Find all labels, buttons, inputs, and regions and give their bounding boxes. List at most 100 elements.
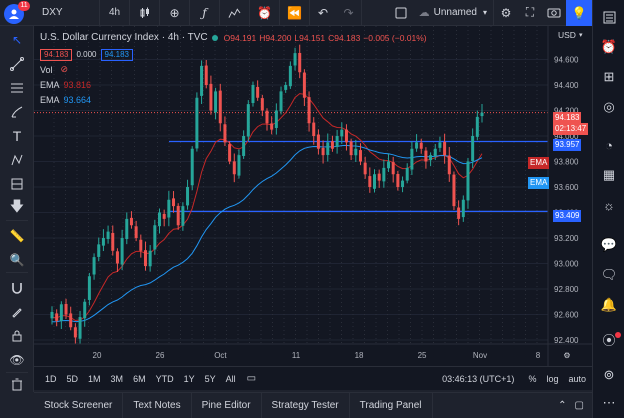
cloud-icon: ☁ <box>418 7 430 19</box>
chats-button[interactable]: 💬 <box>593 234 624 256</box>
range-1y[interactable]: 1Y <box>183 373 195 384</box>
calendar-button[interactable]: ◔ <box>593 134 624 156</box>
range-5y[interactable]: 5Y <box>204 373 216 384</box>
ohlc-close: C94.183 <box>328 32 361 43</box>
axis-settings-button[interactable]: ⚙ <box>552 349 582 361</box>
panel-tab-stock-screener[interactable]: Stock Screener <box>34 392 124 418</box>
user-menu[interactable]: 11 <box>0 0 34 26</box>
notifications-button[interactable]: 🔔 <box>593 294 624 316</box>
snapshot-button[interactable] <box>542 0 566 26</box>
replay-button[interactable]: ⏪ <box>280 0 310 26</box>
range-all[interactable]: All <box>225 373 236 384</box>
undo-icon: ↶ <box>317 5 329 20</box>
ema-fast-value: 93.816 <box>63 79 92 90</box>
data-window-button[interactable]: ⊞ <box>593 66 624 88</box>
ideas-button[interactable]: ☼ <box>593 194 624 216</box>
watchlist-button[interactable] <box>593 6 624 28</box>
interval-button[interactable]: 4h <box>100 0 130 26</box>
currency-select[interactable]: USD ▾ <box>558 28 582 42</box>
redo-button[interactable]: ↷ <box>336 0 362 26</box>
list-icon <box>603 11 615 23</box>
candle-body <box>260 98 264 111</box>
candle-body <box>321 147 325 156</box>
price-axis[interactable]: 94.600 94.400 94.200 94.000 93.800 93.600 93.4… <box>547 26 592 366</box>
range-ytd[interactable]: YTD <box>155 373 174 384</box>
alert-button[interactable]: ⏰ <box>250 0 280 26</box>
streams-button[interactable]: 🗨 <box>593 264 624 286</box>
layout-name-button[interactable]: ☁ Unnamed ▾ <box>413 0 494 26</box>
candle-body <box>246 104 250 137</box>
measure-tool[interactable]: 📏 <box>0 226 34 246</box>
auto-toggle[interactable]: auto <box>568 373 586 384</box>
panel-tab-strategy-tester[interactable]: Strategy Tester <box>262 392 350 418</box>
ema-slow-label[interactable]: EMA <box>40 94 60 105</box>
range-3m[interactable]: 3M <box>110 373 124 384</box>
zoom-in-icon: 🔍 <box>9 253 25 267</box>
fib-tool[interactable] <box>0 78 34 98</box>
stay-drawing-tool[interactable] <box>0 302 34 322</box>
brush-tool[interactable] <box>0 102 34 122</box>
data-window-icon: ⊞ <box>603 69 615 84</box>
range-1m[interactable]: 1M <box>88 373 101 384</box>
lock-drawings-tool[interactable] <box>0 326 34 346</box>
horizontal-lines[interactable] <box>34 112 548 212</box>
buy-price[interactable]: 94.183 <box>100 48 133 61</box>
volume-label[interactable]: Vol <box>40 64 53 75</box>
percent-toggle[interactable]: % <box>528 373 537 384</box>
live-button[interactable]: ⦿ <box>593 328 624 350</box>
panel-tab-trading-panel[interactable]: Trading Panel <box>350 392 433 418</box>
settings-button[interactable]: ⚙ <box>494 0 518 26</box>
templates-button[interactable] <box>220 0 250 26</box>
pattern-tool[interactable] <box>0 150 34 170</box>
alerts-button[interactable]: ⏰ <box>593 36 624 58</box>
candle-body <box>129 217 133 226</box>
panel-tab-text-notes[interactable]: Text Notes <box>123 392 192 418</box>
prediction-tool[interactable] <box>0 174 34 194</box>
range-1d[interactable]: 1D <box>45 373 57 384</box>
pie-chart-icon: ◔ <box>605 137 613 153</box>
indicators-button[interactable]: ƒ <box>190 0 220 26</box>
level-low-label: 93.409 <box>553 210 582 222</box>
time-axis[interactable]: 20 26 Oct 11 18 25 Nov 8 <box>34 343 592 360</box>
lock-icon <box>12 330 22 342</box>
magnet-tool[interactable] <box>0 278 34 298</box>
candle-body <box>466 161 470 201</box>
text-tool[interactable]: T <box>0 126 34 146</box>
candle-body <box>101 238 105 246</box>
remove-drawings-button[interactable] <box>0 374 34 394</box>
pin-tool[interactable]: 🡇 <box>0 198 34 218</box>
range-6m[interactable]: 6M <box>133 373 146 384</box>
compare-button[interactable]: ⊕ <box>160 0 190 26</box>
fullscreen-button[interactable]: ⛶ <box>518 0 542 26</box>
panel-tab-pine-editor[interactable]: Pine Editor <box>192 392 262 418</box>
hide-drawings-tool[interactable]: 👁 <box>0 350 34 370</box>
time-tick-label: 26 <box>156 351 165 360</box>
hotlists-button[interactable]: ◎ <box>593 96 624 118</box>
symbol-search-button[interactable]: DXY <box>34 0 100 26</box>
symbol-title[interactable]: U.S. Dollar Currency Index · 4h · TVC <box>40 32 208 43</box>
zoom-tool[interactable]: 🔍 <box>0 250 34 270</box>
undo-button[interactable]: ↶ <box>310 0 336 26</box>
candle-body <box>349 141 353 156</box>
news-button[interactable]: ▦ <box>593 164 624 186</box>
cursor-tool[interactable]: ↖ <box>0 30 34 50</box>
collapse-panel-button[interactable]: ⌃ <box>558 400 566 411</box>
layout-icon <box>395 7 407 18</box>
ema-fast-label[interactable]: EMA <box>40 79 60 90</box>
candle-body <box>120 238 124 265</box>
candle-body <box>471 136 475 162</box>
more-button[interactable]: ⋯ <box>593 392 624 414</box>
maximize-panel-button[interactable]: ▢ <box>575 400 584 411</box>
bar-style-button[interactable] <box>130 0 160 26</box>
candle-body <box>401 180 405 188</box>
layout-select-button[interactable] <box>389 0 413 26</box>
range-5d[interactable]: 5D <box>66 373 79 384</box>
trend-line-tool[interactable] <box>0 54 34 74</box>
goto-date-button[interactable]: ▭ <box>247 373 256 384</box>
sell-price[interactable]: 94.183 <box>40 48 73 61</box>
log-toggle[interactable]: log <box>546 373 559 384</box>
publish-button[interactable]: 💡 <box>566 0 592 26</box>
clock-timezone[interactable]: 03:46:13 (UTC+1) <box>442 373 515 384</box>
templates-icon <box>228 7 241 18</box>
help-button[interactable]: ⊚ <box>593 364 624 386</box>
